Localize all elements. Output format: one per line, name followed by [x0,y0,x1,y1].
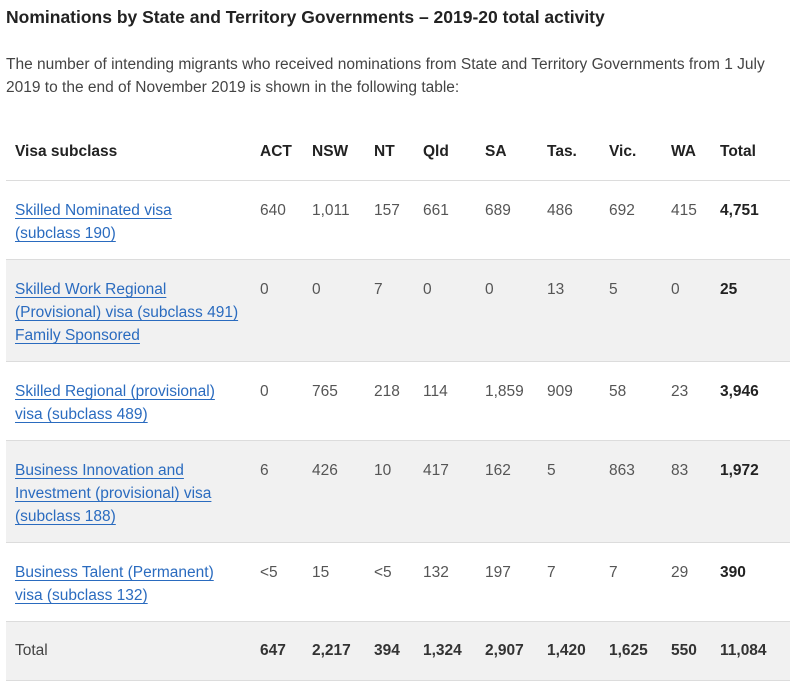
visa-link-line: (Provisional) visa (subclass 491) [15,304,239,321]
visa-link-line: Business Talent (Permanent) [15,564,214,581]
table-body: Skilled Nominated visa (subclass 190) 640 1… [6,181,790,681]
cell-qld: 132 [423,564,449,581]
visa-link-line: (subclass 188) [15,508,116,525]
cell-nsw: 1,011 [312,202,350,219]
total-tas: 1,420 [547,621,609,681]
visa-subclass-cell: Business Innovation and Investment (provi… [6,440,260,543]
cell-vic: 5 [609,259,671,362]
cell-sa: 1,859 [485,383,524,400]
cell-act: <5 [260,564,278,581]
cell-tas: 909 [547,383,573,400]
cell-total: 3,946 [720,383,759,400]
cell-sa: 197 [485,564,511,581]
cell-vic: 58 [609,383,627,400]
cell-vic: 863 [609,440,671,543]
table-header-row: Visa subclass ACT NSW NT Qld SA Tas. Vic… [6,124,790,181]
cell-nt: 218 [374,383,400,400]
header-vic: Vic. [609,143,637,160]
total-act: 647 [260,621,312,681]
totals-row: Total 647 2,217 394 1,324 2,907 1,420 1,625 550 1… [6,621,790,681]
cell-tas: 7 [547,564,556,581]
total-vic: 1,625 [609,621,671,681]
visa-subclass-link[interactable]: Skilled Nominated visa (subclass 190) [15,199,172,245]
header-nsw: NSW [312,143,349,160]
visa-subclass-link[interactable]: Skilled Regional (provisional) visa (subc… [15,380,215,426]
cell-qld: 417 [423,440,485,543]
total-sa: 2,907 [485,621,547,681]
cell-nt: 157 [374,202,400,219]
visa-link-line: Skilled Nominated visa [15,202,172,219]
nominations-table: Visa subclass ACT NSW NT Qld SA Tas. Vic… [6,124,790,681]
visa-link-line: Investment (provisional) visa [15,485,212,502]
cell-act: 0 [260,259,312,362]
table-row: Business Innovation and Investment (provi… [6,440,790,543]
totals-label: Total [6,621,260,681]
visa-link-line: Business Innovation and [15,462,184,479]
header-tas: Tas. [547,143,577,160]
cell-tas: 5 [547,440,609,543]
visa-subclass-link[interactable]: Skilled Work Regional (Provisional) visa … [15,278,238,347]
visa-link-line: Skilled Regional (provisional) [15,383,215,400]
cell-act: 6 [260,440,312,543]
cell-nsw: 765 [312,383,338,400]
visa-subclass-cell: Business Talent (Permanent) visa (subclas… [6,543,260,622]
visa-link-line: visa (subclass 132) [15,587,148,604]
visa-link-line: (subclass 190) [15,225,116,242]
visa-link-line: Family Sponsored [15,327,140,344]
visa-link-line: visa (subclass 489) [15,406,148,423]
cell-nt: 10 [374,440,423,543]
table-row: Skilled Nominated visa (subclass 190) 640 1… [6,181,790,260]
cell-total: 25 [720,259,790,362]
visa-subclass-cell: Skilled Regional (provisional) visa (subc… [6,362,260,441]
header-wa: WA [671,143,696,160]
cell-qld: 661 [423,202,449,219]
cell-wa: 83 [671,440,720,543]
header-total: Total [720,143,756,160]
cell-tas: 486 [547,202,573,219]
visa-link-line: Skilled Work Regional [15,281,167,298]
header-nt: NT [374,143,395,160]
cell-nt: <5 [374,564,392,581]
cell-nsw: 15 [312,564,330,581]
total-nsw: 2,217 [312,621,374,681]
grand-total: 11,084 [720,621,790,681]
cell-nsw: 0 [312,259,374,362]
visa-subclass-cell: Skilled Nominated visa (subclass 190) [6,181,260,260]
intro-paragraph: The number of intending migrants who rec… [6,56,765,96]
table-row: Skilled Work Regional (Provisional) visa … [6,259,790,362]
table-row: Business Talent (Permanent) visa (subclas… [6,543,790,622]
cell-total: 4,751 [720,202,759,219]
cell-vic: 692 [609,202,635,219]
cell-act: 640 [260,202,286,219]
total-qld: 1,324 [423,621,485,681]
header-qld: Qld [423,143,449,160]
cell-tas: 13 [547,259,609,362]
cell-wa: 0 [671,259,720,362]
cell-qld: 0 [423,259,485,362]
visa-subclass-link[interactable]: Business Talent (Permanent) visa (subclas… [15,561,214,607]
cell-act: 0 [260,383,269,400]
cell-vic: 7 [609,564,618,581]
cell-nsw: 426 [312,440,374,543]
cell-wa: 29 [671,564,689,581]
cell-wa: 415 [671,202,697,219]
cell-wa: 23 [671,383,689,400]
visa-subclass-link[interactable]: Business Innovation and Investment (provi… [15,459,211,528]
cell-total: 390 [720,564,746,581]
cell-sa: 689 [485,202,511,219]
header-sa: SA [485,143,507,160]
cell-nt: 7 [374,259,423,362]
total-wa: 550 [671,621,720,681]
table-row: Skilled Regional (provisional) visa (subc… [6,362,790,441]
page-title: Nominations by State and Territory Gover… [6,7,605,27]
cell-qld: 114 [423,383,448,400]
total-nt: 394 [374,621,423,681]
cell-sa: 162 [485,440,547,543]
cell-sa: 0 [485,259,547,362]
cell-total: 1,972 [720,440,790,543]
header-visa-subclass: Visa subclass [15,143,118,160]
header-act: ACT [260,143,292,160]
visa-subclass-cell: Skilled Work Regional (Provisional) visa … [6,259,260,362]
